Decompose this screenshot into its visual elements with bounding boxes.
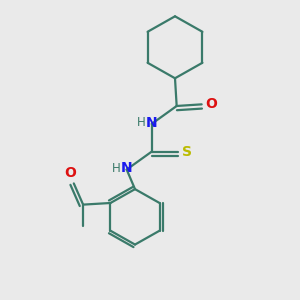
Text: N: N	[121, 161, 133, 175]
Text: O: O	[64, 166, 76, 180]
Text: H: H	[137, 116, 146, 129]
Text: N: N	[146, 116, 158, 130]
Text: O: O	[205, 97, 217, 111]
Text: H: H	[112, 162, 121, 175]
Text: S: S	[182, 145, 192, 159]
